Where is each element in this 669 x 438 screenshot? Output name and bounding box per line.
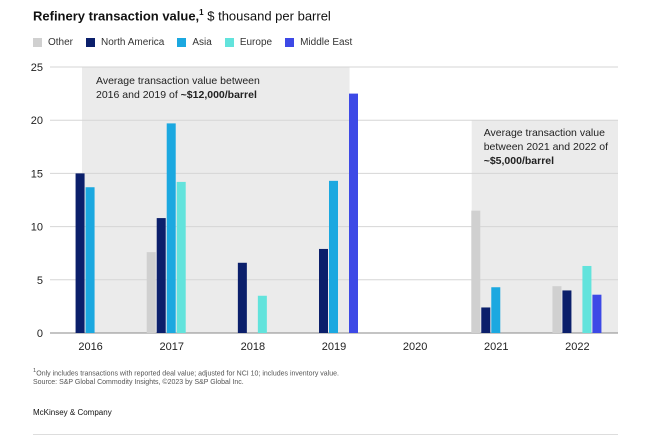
legend-swatch-asia (177, 38, 187, 47)
annotation-text: between 2021 and 2022 of (484, 141, 608, 153)
chart-title: Refinery transaction value,1 $ thousand … (33, 8, 331, 23)
bar-2017-other (146, 252, 156, 333)
x-tick-label: 2019 (322, 341, 346, 353)
bar-2018-north-america (237, 262, 247, 333)
legend-label-north-america: North America (101, 37, 165, 48)
bottom-divider (33, 434, 618, 435)
legend-item-north-america: North America (86, 37, 164, 48)
bar-2017-asia (166, 123, 176, 333)
footnote-text: Only includes transactions with reported… (36, 370, 339, 378)
bar-2017-north-america (156, 218, 166, 333)
bar-2018-europe (257, 295, 267, 333)
footnote-marker: 1 (33, 368, 37, 374)
bar-2022-other (552, 286, 562, 333)
legend-swatch-middle-east (285, 38, 295, 47)
legend-swatch-other (33, 38, 42, 47)
bar-2021-asia (491, 287, 501, 333)
bar-2019-asia (329, 180, 338, 333)
annotation-text: 2016 and 2019 of ~$12,000/barrel (96, 89, 257, 101)
y-tick-label: 0 (37, 328, 43, 340)
chart-title-bold: Refinery transaction value, (33, 8, 200, 24)
bar-2019-north-america (319, 248, 328, 333)
annotation-text-bold: ~$12,000/barrel (181, 89, 257, 101)
bar-2019-middle-east (349, 93, 358, 333)
y-tick-label: 15 (31, 168, 43, 180)
x-tick-label: 2021 (484, 341, 508, 353)
legend-swatch-europe (224, 38, 234, 47)
legend-swatch-north-america (86, 38, 96, 47)
legend-label-asia: Asia (192, 37, 212, 48)
y-tick-label: 10 (31, 222, 43, 234)
bar-2016-north-america (75, 173, 85, 333)
footnote-source: Source: S&P Global Commodity Insights, ©… (33, 379, 244, 387)
legend-label-europe: Europe (239, 37, 273, 48)
legend-item-other: Other (33, 37, 73, 48)
x-tick-label: 2022 (565, 341, 589, 353)
legend-item-middle-east: Middle East (285, 37, 352, 48)
bar-2022-middle-east (592, 294, 602, 333)
y-tick-label: 5 (37, 275, 43, 287)
annotation-text: Average transaction value between (96, 75, 260, 87)
brand-logo-text: McKinsey & Company (33, 408, 112, 417)
shaded-region-1 (82, 67, 350, 333)
chart-title-unit: $ thousand per barrel (203, 8, 331, 24)
y-tick-label: 25 (31, 62, 43, 74)
legend-label-other: Other (48, 37, 74, 48)
x-tick-label: 2020 (403, 341, 427, 353)
footnote-note: 1Only includes transactions with reporte… (33, 367, 339, 378)
bar-2022-north-america (562, 290, 572, 333)
annotation-text: Average transaction value (484, 127, 605, 139)
title-footnote-marker: 1 (199, 8, 204, 17)
legend: Other North America Asia Europe Middle E… (33, 37, 365, 48)
footnote: 1Only includes transactions with reporte… (33, 367, 339, 387)
x-tick-label: 2018 (241, 341, 265, 353)
legend-item-asia: Asia (177, 37, 212, 48)
bar-2016-asia (85, 187, 95, 333)
x-tick-label: 2016 (78, 341, 102, 353)
annotation-text-regular: 2016 and 2019 of (96, 89, 181, 101)
bar-2021-north-america (481, 307, 491, 333)
y-tick-label: 20 (31, 115, 43, 127)
bar-2017-europe (176, 181, 186, 333)
bar-2022-europe (582, 265, 592, 333)
legend-label-middle-east: Middle East (300, 37, 353, 48)
bar-2021-other (471, 210, 481, 333)
annotation-text-bold: ~$5,000/barrel (484, 155, 554, 167)
legend-item-europe: Europe (224, 37, 273, 48)
x-tick-label: 2017 (159, 341, 183, 353)
